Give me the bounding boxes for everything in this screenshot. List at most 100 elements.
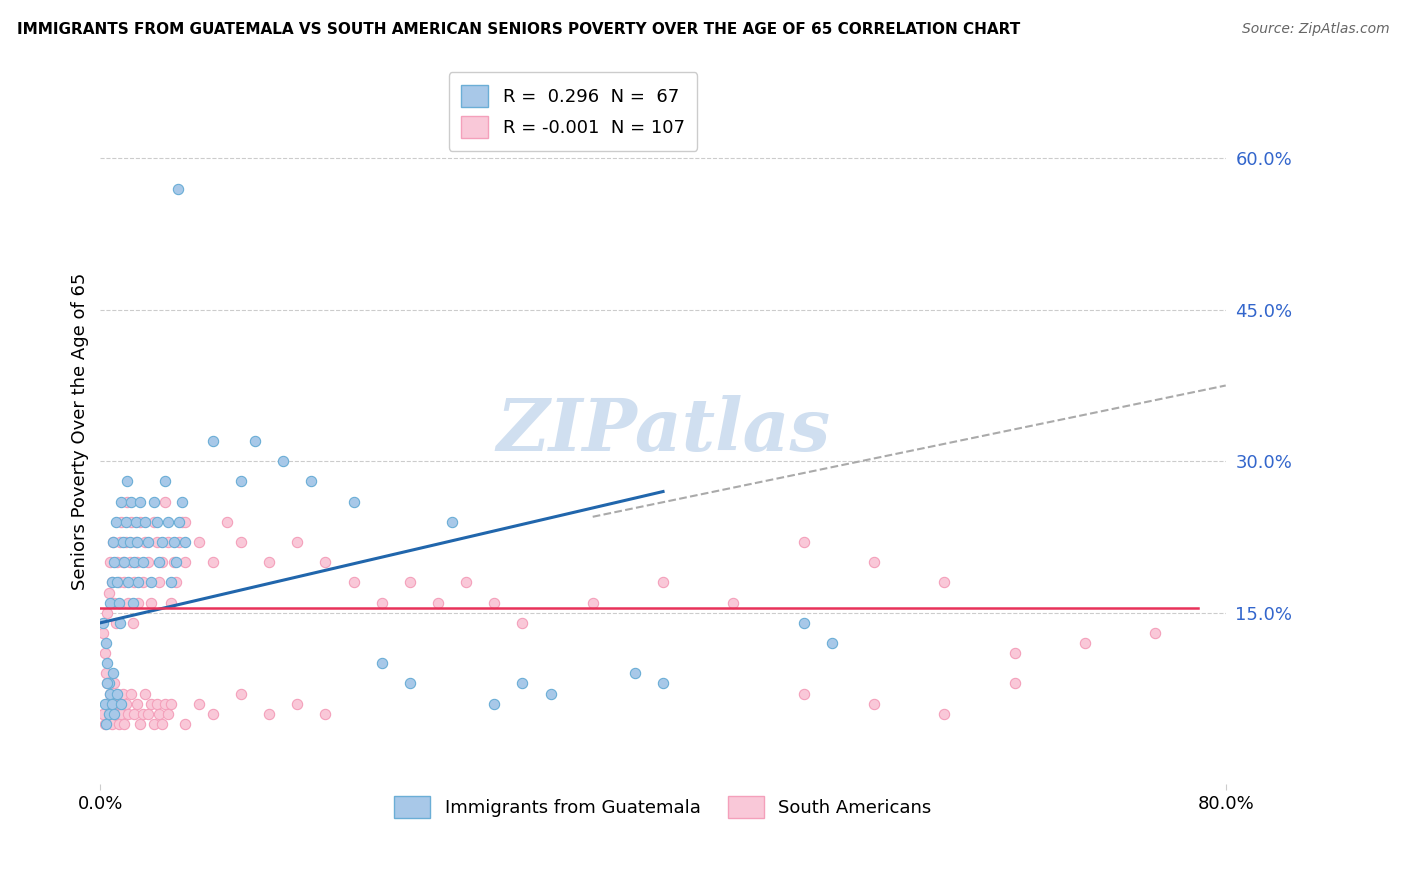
Point xyxy=(1004,676,1026,690)
Point xyxy=(153,475,176,489)
Point xyxy=(1144,626,1167,640)
Point xyxy=(108,535,131,549)
Point xyxy=(98,687,121,701)
Point xyxy=(98,555,121,569)
Point xyxy=(97,706,120,721)
Point xyxy=(120,687,142,701)
Point xyxy=(398,575,420,590)
Point xyxy=(229,687,252,701)
Point xyxy=(142,494,165,508)
Point xyxy=(934,575,956,590)
Point xyxy=(229,535,252,549)
Point xyxy=(215,515,238,529)
Point xyxy=(342,494,364,508)
Point xyxy=(863,697,886,711)
Point xyxy=(117,706,139,721)
Point xyxy=(93,697,115,711)
Point xyxy=(112,716,135,731)
Point xyxy=(115,475,138,489)
Point xyxy=(107,575,129,590)
Point xyxy=(112,555,135,569)
Point xyxy=(166,181,188,195)
Point xyxy=(165,575,187,590)
Point xyxy=(101,666,124,681)
Point xyxy=(426,596,449,610)
Point xyxy=(145,515,167,529)
Point xyxy=(156,706,179,721)
Point xyxy=(120,494,142,508)
Point xyxy=(257,706,280,721)
Point xyxy=(98,687,121,701)
Point xyxy=(201,706,224,721)
Point xyxy=(107,716,129,731)
Point xyxy=(156,515,179,529)
Text: Source: ZipAtlas.com: Source: ZipAtlas.com xyxy=(1241,22,1389,37)
Point xyxy=(153,697,176,711)
Point xyxy=(122,575,145,590)
Point xyxy=(173,716,195,731)
Point xyxy=(110,515,132,529)
Point xyxy=(201,555,224,569)
Point xyxy=(127,596,149,610)
Point xyxy=(314,706,336,721)
Point xyxy=(128,515,150,529)
Point xyxy=(148,706,170,721)
Point xyxy=(118,555,141,569)
Point xyxy=(111,555,134,569)
Point xyxy=(821,636,844,650)
Point xyxy=(91,706,114,721)
Point xyxy=(159,697,181,711)
Point xyxy=(100,575,122,590)
Point xyxy=(170,515,193,529)
Point xyxy=(114,697,136,711)
Point xyxy=(93,646,115,660)
Point xyxy=(120,515,142,529)
Point xyxy=(134,687,156,701)
Point xyxy=(187,697,209,711)
Point xyxy=(124,535,146,549)
Point xyxy=(103,706,125,721)
Point xyxy=(271,454,294,468)
Point xyxy=(484,596,506,610)
Point xyxy=(108,615,131,630)
Point xyxy=(136,706,159,721)
Point xyxy=(100,716,122,731)
Point xyxy=(121,615,143,630)
Point xyxy=(285,535,308,549)
Point xyxy=(93,716,115,731)
Point xyxy=(624,666,647,681)
Point xyxy=(793,687,815,701)
Text: ZIPatlas: ZIPatlas xyxy=(496,395,830,467)
Point xyxy=(173,535,195,549)
Point xyxy=(165,555,187,569)
Point xyxy=(170,494,193,508)
Point xyxy=(167,535,190,549)
Point xyxy=(162,555,184,569)
Point xyxy=(104,615,127,630)
Point xyxy=(110,697,132,711)
Point xyxy=(96,676,118,690)
Point xyxy=(142,515,165,529)
Point xyxy=(96,606,118,620)
Point xyxy=(114,535,136,549)
Point xyxy=(159,596,181,610)
Point xyxy=(540,687,562,701)
Point xyxy=(139,575,162,590)
Point xyxy=(582,596,605,610)
Point xyxy=(342,575,364,590)
Text: IMMIGRANTS FROM GUATEMALA VS SOUTH AMERICAN SENIORS POVERTY OVER THE AGE OF 65 C: IMMIGRANTS FROM GUATEMALA VS SOUTH AMERI… xyxy=(17,22,1021,37)
Point xyxy=(117,596,139,610)
Y-axis label: Seniors Poverty Over the Age of 65: Seniors Poverty Over the Age of 65 xyxy=(72,272,89,590)
Point xyxy=(105,555,128,569)
Point xyxy=(111,687,134,701)
Point xyxy=(201,434,224,448)
Point xyxy=(159,575,181,590)
Point xyxy=(134,515,156,529)
Point xyxy=(128,716,150,731)
Point xyxy=(105,687,128,701)
Point xyxy=(139,697,162,711)
Point xyxy=(145,535,167,549)
Point xyxy=(793,535,815,549)
Point xyxy=(100,575,122,590)
Point xyxy=(97,585,120,599)
